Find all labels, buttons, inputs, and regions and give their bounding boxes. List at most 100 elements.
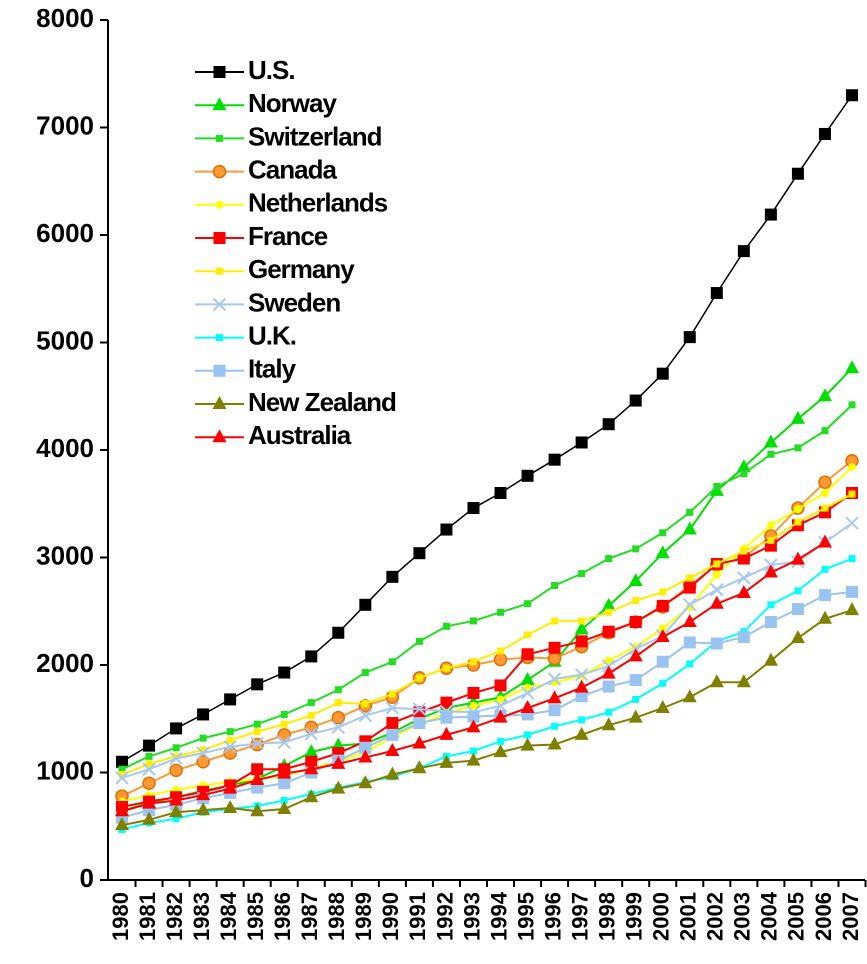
x-tick-label: 2007 bbox=[838, 892, 863, 941]
marker bbox=[497, 737, 505, 745]
marker bbox=[145, 760, 153, 768]
marker bbox=[817, 610, 832, 624]
marker bbox=[497, 647, 505, 655]
marker bbox=[277, 801, 292, 815]
marker bbox=[496, 695, 505, 704]
legend-label: Italy bbox=[248, 354, 297, 384]
marker bbox=[277, 765, 292, 779]
legend-label: Sweden bbox=[248, 287, 340, 317]
x-tick-label: 1988 bbox=[324, 892, 349, 941]
marker bbox=[304, 727, 318, 741]
marker bbox=[115, 803, 129, 817]
line bbox=[121, 493, 853, 776]
marker bbox=[280, 710, 288, 718]
marker bbox=[361, 669, 369, 677]
marker bbox=[602, 680, 615, 693]
marker bbox=[683, 598, 697, 612]
marker bbox=[628, 709, 643, 723]
x-tick-label: 2003 bbox=[730, 892, 755, 941]
marker bbox=[304, 789, 319, 803]
marker bbox=[142, 795, 157, 809]
legend-label: New Zealand bbox=[248, 387, 396, 417]
x-tick-label: 1993 bbox=[459, 892, 484, 941]
marker bbox=[574, 621, 589, 635]
y-tick-label: 5000 bbox=[36, 325, 94, 355]
marker bbox=[658, 624, 667, 633]
marker bbox=[469, 747, 477, 755]
marker bbox=[521, 648, 534, 661]
marker bbox=[251, 678, 264, 691]
line bbox=[121, 609, 853, 827]
marker bbox=[578, 716, 586, 724]
marker bbox=[334, 686, 342, 694]
marker bbox=[632, 545, 640, 553]
x-tick-label: 1981 bbox=[135, 892, 160, 941]
marker bbox=[439, 726, 454, 740]
x-tick-label: 1996 bbox=[540, 892, 565, 941]
marker bbox=[196, 755, 210, 769]
x-tick-label: 2002 bbox=[703, 892, 728, 941]
marker bbox=[412, 760, 427, 774]
marker bbox=[494, 679, 507, 692]
marker bbox=[790, 551, 805, 565]
x-tick-label: 2001 bbox=[676, 892, 701, 941]
marker bbox=[659, 679, 667, 687]
marker bbox=[848, 555, 856, 563]
marker bbox=[278, 666, 291, 679]
marker bbox=[683, 636, 696, 649]
marker bbox=[415, 637, 423, 645]
marker bbox=[845, 602, 859, 616]
marker bbox=[116, 755, 128, 768]
marker bbox=[548, 704, 561, 717]
marker bbox=[196, 787, 211, 801]
marker bbox=[736, 459, 751, 473]
marker bbox=[737, 552, 750, 565]
marker bbox=[685, 602, 694, 611]
marker bbox=[524, 600, 532, 608]
marker bbox=[196, 802, 211, 816]
legend-marker bbox=[213, 364, 226, 377]
legend-label: U.S. bbox=[248, 55, 295, 85]
marker bbox=[629, 616, 642, 628]
y-tick-label: 3000 bbox=[36, 540, 94, 570]
marker bbox=[358, 775, 373, 789]
marker bbox=[223, 739, 237, 754]
marker bbox=[737, 245, 750, 258]
marker bbox=[713, 483, 721, 491]
marker bbox=[791, 603, 804, 616]
marker bbox=[386, 728, 399, 741]
marker bbox=[250, 736, 264, 751]
legend-label: Netherlands bbox=[248, 188, 388, 218]
legend-label: France bbox=[248, 221, 328, 251]
marker bbox=[818, 589, 831, 602]
series bbox=[118, 490, 856, 779]
marker bbox=[145, 752, 153, 760]
marker bbox=[253, 720, 261, 728]
marker bbox=[223, 799, 238, 813]
marker bbox=[601, 665, 616, 679]
marker bbox=[710, 583, 724, 597]
series bbox=[118, 401, 856, 773]
legend-marker bbox=[216, 134, 223, 142]
legend-marker bbox=[212, 97, 227, 111]
marker bbox=[440, 711, 453, 724]
marker bbox=[304, 744, 319, 758]
marker bbox=[358, 708, 373, 723]
marker bbox=[412, 735, 427, 749]
marker bbox=[820, 489, 829, 497]
marker bbox=[494, 487, 507, 499]
marker bbox=[709, 595, 724, 609]
x-tick-label: 1995 bbox=[513, 892, 538, 941]
marker bbox=[790, 630, 805, 644]
marker bbox=[737, 631, 750, 644]
marker bbox=[331, 755, 346, 769]
marker bbox=[440, 523, 453, 536]
marker bbox=[794, 444, 802, 452]
marker bbox=[736, 584, 751, 598]
marker bbox=[767, 450, 775, 458]
legend-marker bbox=[216, 267, 223, 275]
marker bbox=[845, 516, 859, 530]
marker bbox=[467, 686, 480, 699]
x-tick-label: 2004 bbox=[757, 891, 782, 941]
